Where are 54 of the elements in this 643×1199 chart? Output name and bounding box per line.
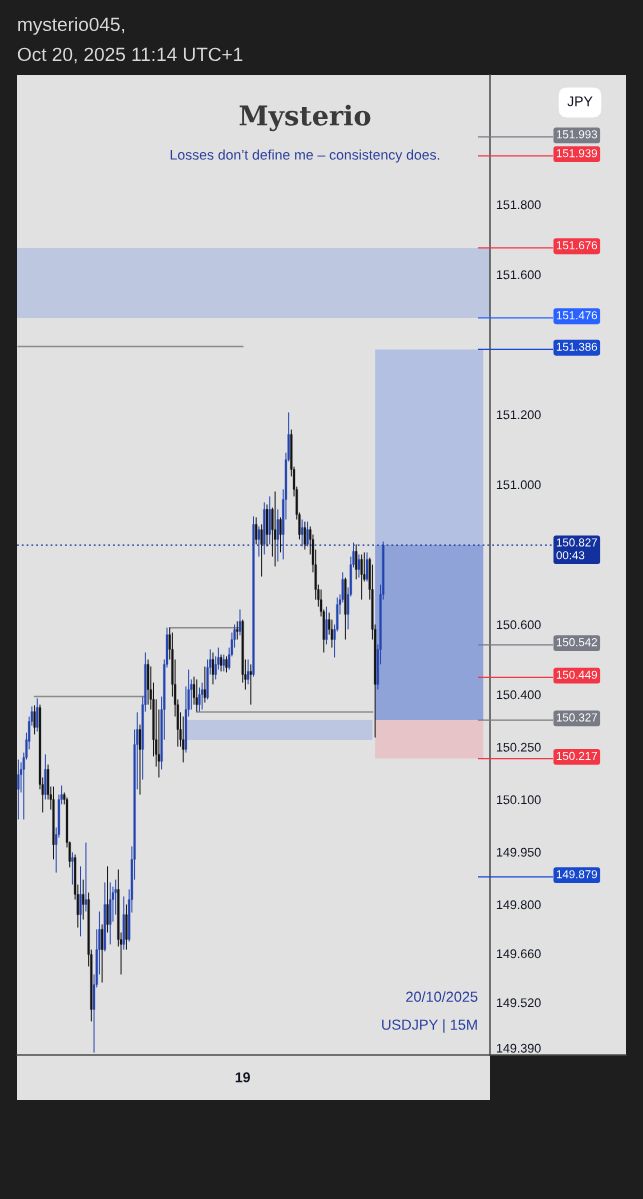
text: Mysterio	[239, 104, 371, 132]
y-tick-label: 149.520	[496, 998, 541, 1008]
y-tick-label: 149.390	[496, 1043, 541, 1053]
y-tick-label: 150.400	[496, 690, 541, 700]
candlestick	[195, 678, 198, 713]
candlestick	[355, 543, 358, 580]
ref-line-label: 151.993	[556, 130, 598, 139]
annotation: USDJPY | 15M	[382, 1019, 477, 1033]
candlestick	[109, 881, 112, 945]
y-tick-label: 151.800	[496, 200, 541, 210]
y-tick-label: 150.100	[496, 795, 541, 805]
y-tick-label: 151.200	[496, 410, 541, 420]
ref-line-label: 151.386	[556, 342, 598, 351]
candlestick	[33, 704, 36, 735]
text: mysterio045,	[18, 17, 125, 35]
ref-line-label: 151.476	[556, 311, 598, 320]
y-tick-label: 150.600	[496, 620, 541, 630]
candlestick	[279, 516, 282, 553]
candlestick	[249, 663, 252, 706]
ref-line-label: 150.827 00:43	[556, 538, 597, 560]
candlestick	[182, 716, 185, 763]
ref-line-label: 150.217	[556, 751, 597, 760]
ref-line-label: 150.449	[556, 670, 598, 679]
candlestick	[236, 620, 239, 641]
ref-line-label: 151.939	[556, 149, 598, 158]
candlestick	[198, 687, 201, 713]
candlestick	[274, 491, 277, 567]
text: Oct 20, 2025 11:14 UTC+1	[17, 47, 243, 64]
x-tick-label: 19	[235, 1072, 250, 1083]
annotation: 20/10/2025	[406, 991, 478, 1002]
candlestick	[17, 759, 20, 820]
text: Losses don’t define me – consistency does.	[170, 149, 440, 163]
y-tick-label: 149.660	[496, 949, 541, 959]
ref-line-label: 151.676	[556, 241, 598, 250]
ref-line-label: 149.879	[556, 870, 598, 879]
candlestick	[71, 851, 74, 886]
candlestick	[303, 521, 306, 551]
candlestick	[101, 923, 104, 984]
y-tick-label: 149.800	[496, 900, 541, 910]
y-tick-label: 151.000	[496, 480, 541, 490]
candlestick	[79, 865, 82, 937]
candlestick	[360, 554, 363, 601]
ref-line-label: 150.327	[556, 713, 597, 722]
y-tick-label: 151.600	[496, 270, 541, 280]
candlestick	[211, 652, 215, 685]
y-tick-label: 150.250	[496, 742, 541, 752]
candlestick	[82, 879, 85, 921]
candlestick	[325, 606, 328, 645]
y-axis-title: JPY	[567, 96, 593, 107]
y-tick-label: 149.950	[496, 847, 541, 857]
candlestick	[306, 521, 309, 547]
candlestick	[106, 865, 109, 933]
ref-line-label: 150.542	[556, 638, 597, 647]
candlestick	[255, 516, 258, 545]
